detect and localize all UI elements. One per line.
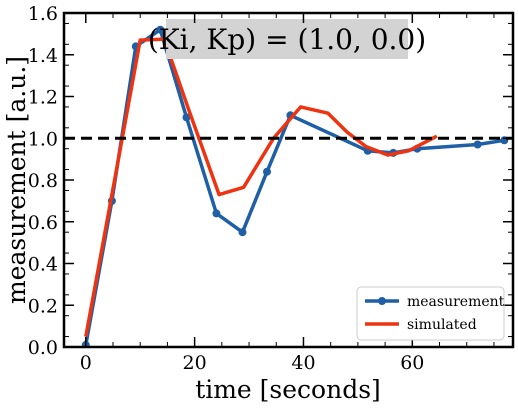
y-axis-title: measurement [a.u.]: [2, 56, 31, 304]
legend-marker-measurement: [378, 297, 386, 305]
data-point-measurement-12: [473, 140, 482, 149]
data-point-measurement-7: [263, 167, 271, 176]
y-tick-label-0: 0.0: [28, 337, 58, 359]
data-point-measurement-4: [182, 113, 191, 122]
y-tick-label-0.4: 0.4: [28, 254, 58, 276]
x-axis-title: time [seconds]: [195, 375, 381, 404]
x-tick-label-40: 40: [291, 352, 315, 374]
data-point-measurement-5: [212, 209, 221, 218]
annotation-text: (Ki, Kp) = (1.0, 0.0): [148, 23, 426, 56]
y-tick-label-0.6: 0.6: [28, 212, 58, 234]
y-tick-label-1.2: 1.2: [28, 87, 58, 109]
data-point-measurement-3: [156, 25, 165, 34]
y-tick-label-1.4: 1.4: [28, 45, 58, 67]
x-tick-label-20: 20: [183, 352, 207, 374]
legend: measurement simulated: [356, 286, 505, 341]
y-tick-label-1: 1.0: [28, 128, 58, 150]
x-tick-label-0: 0: [80, 352, 92, 374]
y-tick-label-0.8: 0.8: [28, 170, 58, 192]
y-tick-label-1.6: 1.6: [28, 3, 58, 25]
data-point-measurement-6: [238, 228, 247, 237]
plot-frame: [62, 11, 515, 349]
y-tick-label-0.2: 0.2: [28, 295, 58, 317]
legend-label-measurement: measurement: [407, 294, 505, 310]
x-tick-label-60: 60: [400, 352, 424, 374]
annotation-box: [166, 19, 408, 59]
legend-label-simulated: simulated: [407, 317, 477, 333]
